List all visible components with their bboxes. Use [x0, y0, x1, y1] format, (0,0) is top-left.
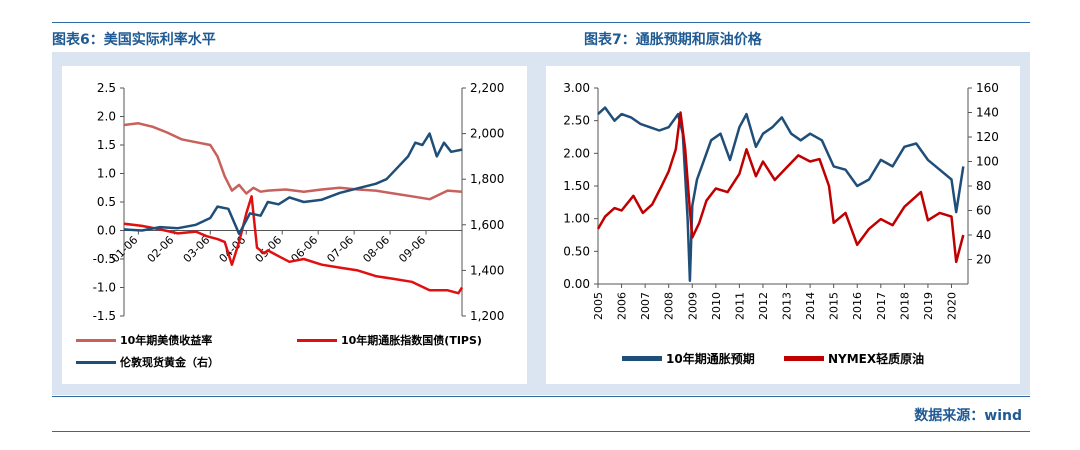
- right-y-tick-label: 60: [976, 204, 991, 218]
- x-tick-label: 2019: [922, 292, 935, 320]
- right-chart-area: 0.00 0.50 1.00 1.50 2.00 2.50 3.00 20 40 60 80 100 1…: [546, 66, 1020, 384]
- left-chart-area: -1.5 -1.0 -0.5 0.0 0.5 1.0 1.5 2.0 2.5 1,200 1,400…: [62, 66, 527, 384]
- x-tick-label: 2020: [946, 292, 959, 320]
- left-chart-title: 图表6：美国实际利率水平: [52, 32, 216, 48]
- left-y-tick-label: 0.00: [563, 277, 590, 291]
- data-source-label: 数据来源：wind: [914, 408, 1022, 424]
- left-series-line-0: [123, 122, 463, 201]
- legend-swatch-us-yield: [76, 338, 116, 342]
- right-y-tick-label: 20: [976, 253, 991, 267]
- legend-label-inflation-exp: 10年期通胀预期: [666, 352, 755, 366]
- x-tick-label: 2017: [875, 292, 888, 320]
- left-chart-svg: -1.5 -1.0 -0.5 0.0 0.5 1.0 1.5 2.0 2.5 1,200 1,400…: [93, 81, 505, 323]
- legend-item-crude: NYMEX轻质原油: [784, 350, 924, 367]
- x-tick-label: 03-06: [181, 233, 213, 265]
- x-tick-label: 2009: [686, 292, 699, 320]
- legend-swatch-tips: [297, 338, 337, 342]
- x-tick-label: 08-06: [360, 233, 392, 265]
- x-tick-label: 2014: [804, 292, 817, 320]
- x-tick-label: 2012: [757, 292, 770, 320]
- footer-rule-top: [52, 396, 1030, 397]
- right-y-tick-label: 2,200: [470, 81, 504, 95]
- left-y-tick-label: 0.50: [563, 244, 590, 258]
- right-chart-title: 图表7：通胀预期和原油价格: [584, 32, 762, 48]
- right-y-tick-label: 1,800: [470, 172, 504, 186]
- left-y-tick-label: 1.00: [563, 212, 590, 226]
- x-tick-label: 2005: [592, 292, 605, 320]
- legend-swatch-inflation-exp: [622, 356, 662, 361]
- left-y-tick-label: 1.50: [563, 179, 590, 193]
- left-series-line-2: [123, 132, 463, 236]
- x-tick-label: 2010: [710, 292, 723, 320]
- left-y-tick-label: 2.0: [97, 110, 116, 124]
- x-tick-label: 02-06: [145, 233, 177, 265]
- x-tick-label: 01-06: [109, 233, 141, 265]
- left-y-tick-label: -1.5: [93, 309, 116, 323]
- legend-item-inflation-exp: 10年期通胀预期: [622, 350, 755, 367]
- left-y-tick-label: -1.0: [93, 281, 116, 295]
- legend-label-crude: NYMEX轻质原油: [828, 352, 925, 366]
- legend-label-tips: 10年期通胀指数国债(TIPS): [341, 334, 482, 347]
- legend-swatch-gold: [76, 360, 116, 364]
- legend-item-gold: 伦敦现货黄金（右）: [76, 354, 219, 370]
- left-y-tick-label: 1.5: [97, 138, 116, 152]
- x-tick-label: 2008: [663, 292, 676, 320]
- legend-label-gold: 伦敦现货黄金（右）: [120, 356, 219, 369]
- right-series-line-1: [596, 111, 965, 264]
- right-y-tick-label: 2,000: [470, 127, 504, 141]
- left-y-tick-label: 0.5: [97, 195, 116, 209]
- right-y-tick-label: 160: [976, 81, 999, 95]
- left-y-tick-label: 2.50: [563, 114, 590, 128]
- x-tick-label: 2007: [639, 292, 652, 320]
- legend-swatch-crude: [784, 356, 824, 361]
- right-y-tick-label: 80: [976, 179, 991, 193]
- x-tick-label: 2018: [898, 292, 911, 320]
- left-y-tick-label: 2.00: [563, 146, 590, 160]
- footer-rule-bottom: [52, 431, 1030, 432]
- x-tick-label: 2013: [781, 292, 794, 320]
- right-y-tick-label: 100: [976, 155, 999, 169]
- left-series-line-1: [123, 195, 464, 295]
- x-tick-label: 2015: [828, 292, 841, 320]
- right-series-line-0: [597, 106, 965, 282]
- right-y-tick-label: 120: [976, 130, 999, 144]
- x-tick-label: 09-06: [396, 233, 428, 265]
- left-y-tick-label: 2.5: [97, 81, 116, 95]
- right-y-tick-label: 1,400: [470, 263, 504, 277]
- left-y-tick-label: -0.5: [93, 252, 116, 266]
- x-tick-label: 2006: [616, 292, 629, 320]
- legend-label-us-yield: 10年期美债收益率: [120, 334, 213, 347]
- left-y-tick-label: 0.0: [97, 224, 116, 238]
- x-tick-label: 07-06: [324, 233, 356, 265]
- x-tick-label: 2016: [851, 292, 864, 320]
- left-y-tick-label: 3.00: [563, 81, 590, 95]
- right-y-tick-label: 40: [976, 228, 991, 242]
- right-y-tick-label: 140: [976, 106, 999, 120]
- left-y-tick-label: 1.0: [97, 167, 116, 181]
- right-y-tick-label: 1,600: [470, 218, 504, 232]
- legend-item-us-yield: 10年期美债收益率: [76, 332, 212, 348]
- top-rule: [52, 22, 1030, 23]
- x-tick-label: 2011: [733, 292, 746, 320]
- legend-item-tips: 10年期通胀指数国债(TIPS): [297, 332, 482, 348]
- right-chart-svg: 0.00 0.50 1.00 1.50 2.00 2.50 3.00 20 40 60 80 100 1…: [563, 81, 999, 320]
- right-y-tick-label: 1,200: [470, 309, 504, 323]
